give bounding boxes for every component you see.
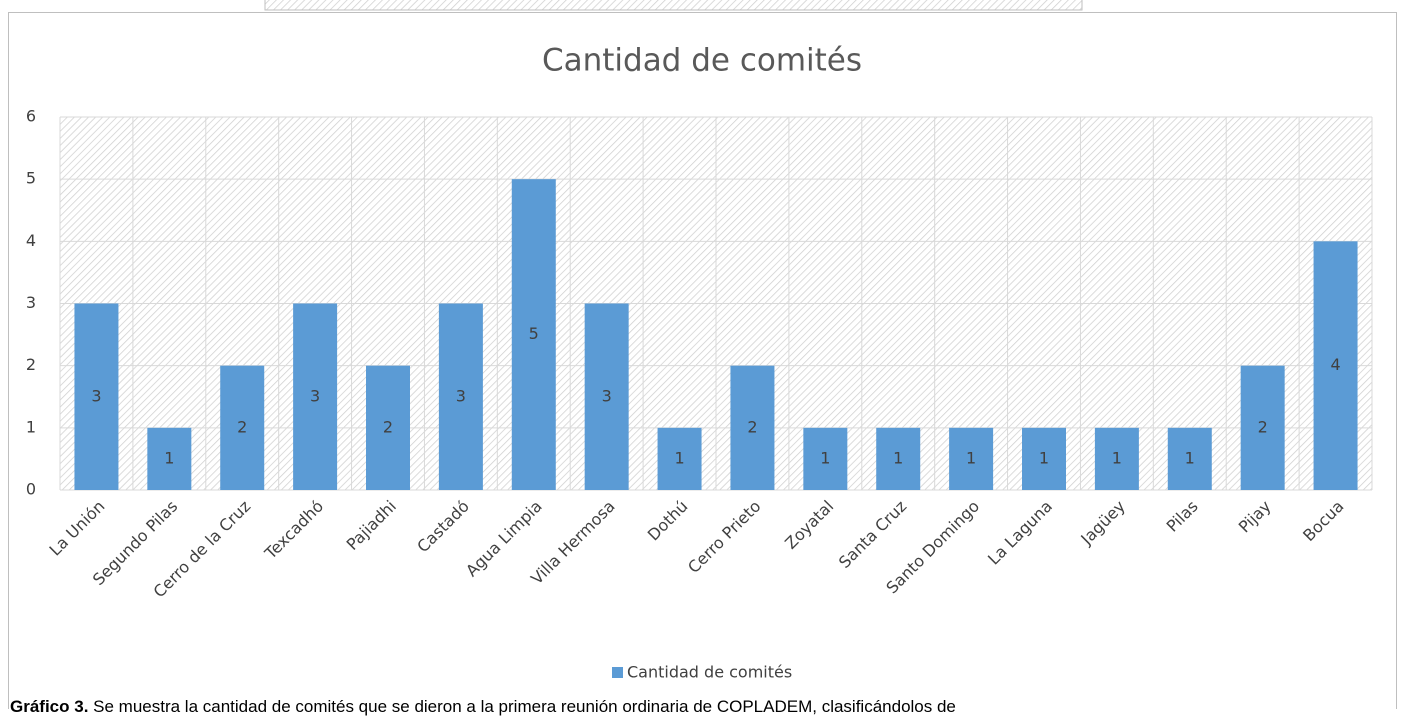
y-tick-label: 4 [26, 231, 36, 250]
data-label: 3 [456, 386, 466, 405]
bar [220, 365, 265, 490]
bar [657, 427, 702, 490]
data-label: 1 [164, 448, 174, 467]
y-tick-label: 1 [26, 417, 36, 436]
caption: Gráfico 3. Se muestra la cantidad de com… [10, 697, 956, 717]
bar [1240, 365, 1285, 490]
legend-swatch [612, 667, 623, 678]
data-label: 1 [1112, 448, 1122, 467]
chart-title: Cantidad de comités [542, 43, 862, 79]
bar [511, 179, 556, 490]
data-label: 3 [602, 386, 612, 405]
data-label: 1 [1039, 448, 1049, 467]
bar [147, 427, 192, 490]
bar [949, 427, 994, 490]
bar [293, 303, 338, 490]
data-label: 1 [820, 448, 830, 467]
y-tick-label: 3 [26, 293, 36, 312]
data-label: 2 [1258, 417, 1268, 436]
bar [1022, 427, 1066, 490]
caption-label: Gráfico 3. [10, 697, 89, 716]
data-label: 1 [674, 448, 684, 467]
y-tick-label: 0 [26, 480, 36, 499]
bar [1094, 427, 1139, 490]
bar [1167, 427, 1212, 490]
bar [803, 427, 848, 490]
data-label: 5 [529, 324, 539, 343]
data-label: 2 [747, 417, 757, 436]
data-label: 3 [91, 386, 101, 405]
data-label: 1 [893, 448, 903, 467]
data-label: 1 [1185, 448, 1195, 467]
y-tick-label: 6 [26, 107, 36, 126]
bar [876, 427, 921, 490]
legend-label: Cantidad de comités [627, 663, 792, 682]
y-tick-label: 2 [26, 355, 36, 374]
bar [74, 303, 119, 490]
header-box [264, 0, 1083, 11]
bar [730, 365, 775, 490]
data-label: 1 [966, 448, 976, 467]
bar [366, 365, 410, 490]
caption-text: Se muestra la cantidad de comités que se… [93, 697, 956, 716]
bar [584, 303, 629, 490]
bar [438, 303, 483, 490]
data-label: 3 [310, 386, 320, 405]
bar [1313, 241, 1358, 490]
data-label: 2 [237, 417, 247, 436]
data-label: 4 [1330, 355, 1340, 374]
y-tick-label: 5 [26, 169, 36, 188]
data-label: 2 [383, 417, 393, 436]
